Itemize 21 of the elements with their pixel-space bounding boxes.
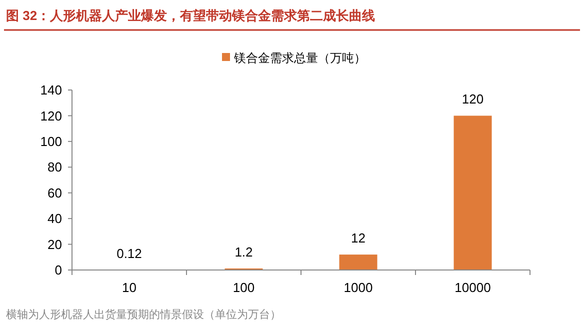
data-label: 12: [351, 230, 366, 246]
data-label: 1.2: [234, 244, 253, 260]
x-tick-label: 100: [232, 280, 255, 295]
y-tick-label: 20: [48, 236, 62, 252]
x-tick-label: 1000: [344, 280, 373, 295]
data-label: 120: [462, 92, 484, 107]
text: 横轴为人形机器人出货量预期的情景假设（单位为万台）: [6, 308, 281, 321]
x-tick-label: 10: [122, 280, 136, 295]
bar: [339, 254, 378, 270]
y-tick-label: 140: [40, 82, 62, 98]
y-tick-label: 100: [40, 134, 62, 150]
y-tick-label: 80: [48, 160, 62, 175]
y-tick-label: 40: [48, 211, 62, 226]
chart-title: 图 32：人形机器人产业爆发，有望带动镁合金需求第二成长曲线: [6, 8, 376, 23]
x-tick-label: 10000: [454, 280, 491, 295]
y-tick-label: 120: [40, 108, 62, 124]
y-tick-label: 60: [48, 185, 62, 200]
data-label: 0.12: [116, 246, 142, 261]
legend-label: 镁合金需求总量（万吨）: [233, 51, 366, 65]
y-tick-label: 0: [54, 262, 62, 278]
bar: [454, 116, 492, 270]
